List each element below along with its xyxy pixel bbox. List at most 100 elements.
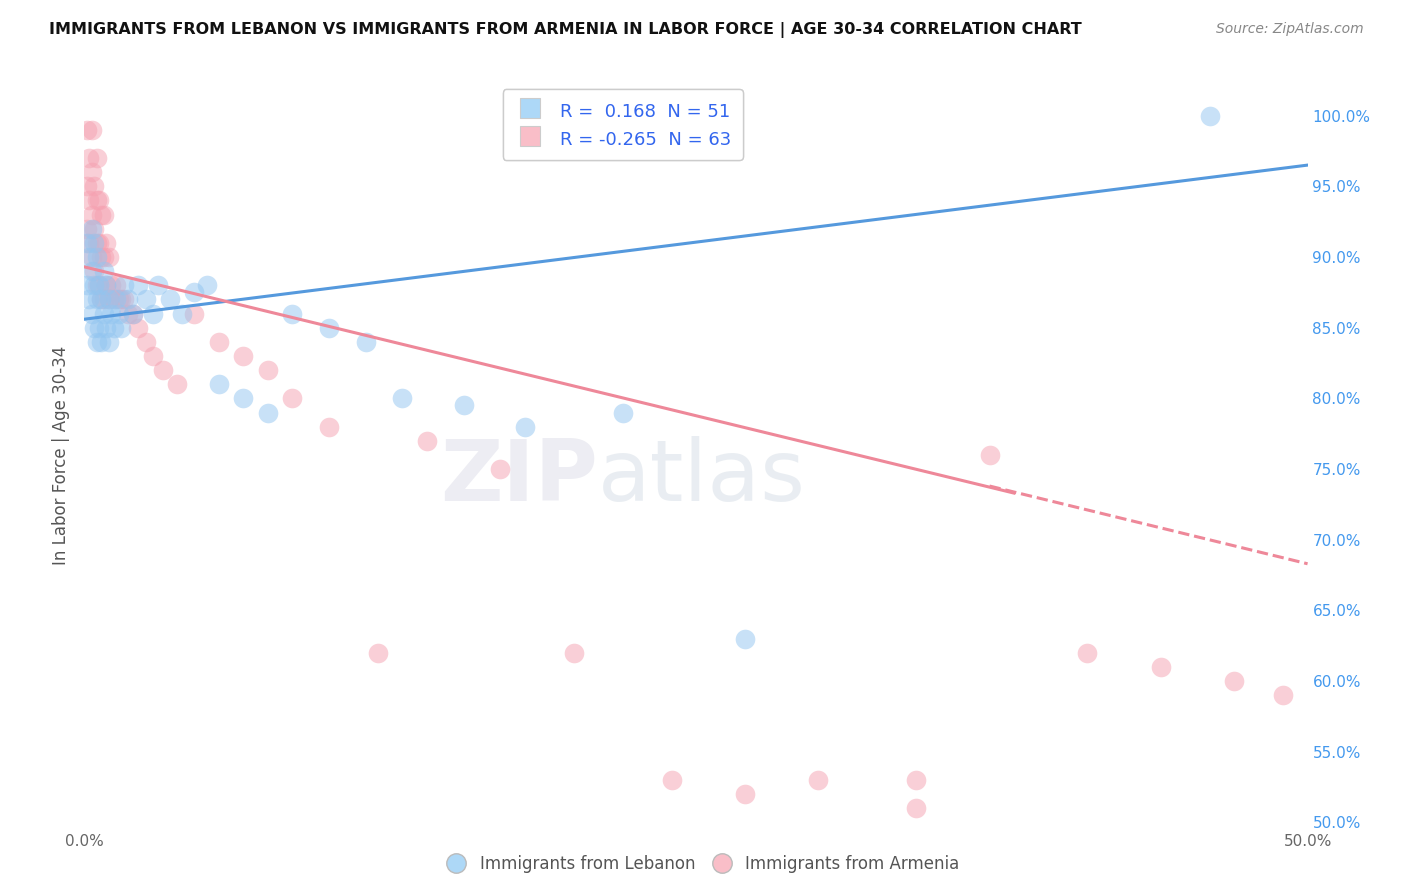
Point — [93, 208, 115, 222]
Point — [117, 293, 139, 307]
Point — [76, 278, 98, 293]
Point — [90, 250, 112, 264]
Point — [83, 320, 105, 334]
Point — [1076, 646, 1098, 660]
Point — [183, 307, 205, 321]
Point — [93, 264, 115, 278]
Point — [127, 278, 149, 293]
Point — [208, 334, 231, 349]
Point — [90, 293, 112, 307]
Point — [80, 307, 103, 321]
Point — [905, 801, 928, 815]
Point — [1272, 688, 1295, 702]
Point — [195, 278, 218, 293]
Point — [87, 194, 110, 208]
Point — [77, 194, 100, 208]
Point — [80, 264, 103, 278]
Text: Source: ZipAtlas.com: Source: ZipAtlas.com — [1216, 22, 1364, 37]
Point — [86, 278, 108, 293]
Point — [80, 165, 103, 179]
Point — [86, 194, 108, 208]
Point — [77, 250, 100, 264]
Point — [367, 646, 389, 660]
Point — [76, 122, 98, 136]
Point — [76, 235, 98, 250]
Point — [83, 264, 105, 278]
Point — [979, 448, 1001, 462]
Point — [807, 773, 830, 788]
Point — [112, 278, 135, 293]
Point — [257, 405, 280, 419]
Point — [100, 307, 122, 321]
Point — [117, 307, 139, 321]
Text: ZIP: ZIP — [440, 436, 598, 519]
Point — [76, 179, 98, 194]
Point — [208, 377, 231, 392]
Point — [96, 278, 118, 293]
Point — [77, 293, 100, 307]
Point — [127, 320, 149, 334]
Point — [86, 151, 108, 165]
Point — [87, 235, 110, 250]
Point — [83, 221, 105, 235]
Point — [93, 250, 115, 264]
Point — [232, 392, 254, 406]
Point — [146, 278, 169, 293]
Point — [80, 122, 103, 136]
Legend: R =  0.168  N = 51, R = -0.265  N = 63: R = 0.168 N = 51, R = -0.265 N = 63 — [503, 89, 742, 160]
Point — [86, 250, 108, 264]
Point — [96, 278, 118, 293]
Point — [142, 307, 165, 321]
Point — [232, 349, 254, 363]
Point — [110, 320, 132, 334]
Point — [1223, 674, 1246, 689]
Text: IMMIGRANTS FROM LEBANON VS IMMIGRANTS FROM ARMENIA IN LABOR FORCE | AGE 30-34 CO: IMMIGRANTS FROM LEBANON VS IMMIGRANTS FR… — [49, 22, 1083, 38]
Point — [90, 334, 112, 349]
Point — [87, 278, 110, 293]
Legend: Immigrants from Lebanon, Immigrants from Armenia: Immigrants from Lebanon, Immigrants from… — [440, 848, 966, 880]
Point — [112, 293, 135, 307]
Point — [661, 773, 683, 788]
Point — [354, 334, 377, 349]
Point — [77, 151, 100, 165]
Point — [97, 293, 120, 307]
Point — [142, 349, 165, 363]
Point — [83, 179, 105, 194]
Point — [159, 293, 181, 307]
Point — [76, 221, 98, 235]
Point — [110, 293, 132, 307]
Point — [416, 434, 439, 448]
Point — [77, 235, 100, 250]
Point — [93, 293, 115, 307]
Point — [86, 235, 108, 250]
Point — [562, 646, 585, 660]
Point — [734, 787, 756, 801]
Point — [905, 773, 928, 788]
Point — [453, 399, 475, 413]
Point — [513, 419, 536, 434]
Point — [90, 208, 112, 222]
Point — [122, 307, 145, 321]
Point — [97, 250, 120, 264]
Point — [80, 221, 103, 235]
Point — [391, 392, 413, 406]
Point — [87, 320, 110, 334]
Point — [1150, 660, 1173, 674]
Point — [86, 293, 108, 307]
Point — [172, 307, 194, 321]
Point — [80, 250, 103, 264]
Point — [96, 235, 118, 250]
Text: atlas: atlas — [598, 436, 806, 519]
Point — [93, 307, 115, 321]
Point — [83, 278, 105, 293]
Point — [97, 293, 120, 307]
Y-axis label: In Labor Force | Age 30-34: In Labor Force | Age 30-34 — [52, 345, 70, 565]
Point — [122, 307, 145, 321]
Point — [166, 377, 188, 392]
Point — [318, 419, 340, 434]
Point — [612, 405, 634, 419]
Point — [318, 320, 340, 334]
Point — [1198, 109, 1220, 123]
Point — [90, 293, 112, 307]
Point — [97, 334, 120, 349]
